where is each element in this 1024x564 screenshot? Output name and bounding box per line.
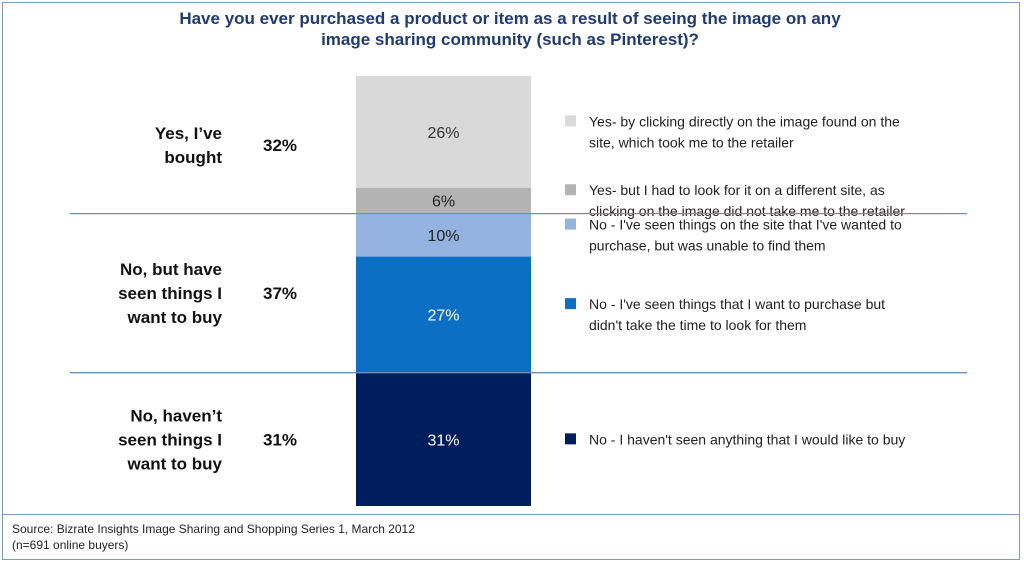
group-label-2-line-1: No, but have: [120, 260, 222, 279]
legend-entry-3-line-1: No - I've seen things on the site that I…: [589, 217, 902, 233]
data-label-4: 27%: [427, 308, 459, 325]
legend-swatch-4: [565, 298, 576, 310]
legend-entry-4-line-2: didn't take the time to look for them: [589, 317, 806, 333]
source-note: Source: Bizrate Insights Image Sharing a…: [12, 521, 415, 553]
legend-entry-2-line-2: clicking on the image did not take me to…: [589, 203, 905, 219]
group-label-3-line-2: seen things I: [118, 430, 222, 449]
group-total-2: 37%: [263, 284, 297, 303]
bar-segment-1: [356, 76, 531, 188]
data-label-1: 26%: [427, 125, 459, 142]
group-total-1: 32%: [263, 136, 297, 155]
legend-entry-2-line-1: Yes- but I had to look for it on a diffe…: [589, 182, 885, 198]
bar-segment-2: [356, 187, 531, 214]
bar-segment-4: [356, 256, 531, 373]
group-label-1: Yes, I’ve bought: [155, 124, 222, 167]
legend-swatch-5: [565, 433, 576, 445]
bar-segment-3: [356, 213, 531, 257]
sample-size-text: (n=691 online buyers): [12, 538, 129, 552]
stacked-bar-chart: 26% Yes- by clicking directly on the imag…: [70, 76, 967, 506]
legend-entry-1: Yes- by clicking directly on the image f…: [589, 113, 900, 150]
chart-title-line-2: image sharing community (such as Pintere…: [321, 30, 699, 49]
legend-swatch-3: [565, 218, 576, 230]
group-total-3: 31%: [263, 430, 297, 449]
source-text: Source: Bizrate Insights Image Sharing a…: [12, 522, 415, 536]
legend-entry-3-line-2: purchase, but was unable to find them: [589, 238, 826, 254]
group-label-2-line-3: want to buy: [127, 308, 223, 327]
bar-segment-5: [356, 372, 531, 506]
legend-swatch-2: [565, 184, 576, 196]
legend-entry-4: No - I've seen things that I want to pur…: [589, 296, 885, 333]
chart-title: Have you ever purchased a product or ite…: [120, 8, 900, 50]
legend-entry-3: No - I've seen things on the site that I…: [589, 217, 902, 254]
legend-entry-1-line-1: Yes- by clicking directly on the image f…: [589, 113, 900, 129]
legend-entry-5-line-1: No - I haven't seen anything that I woul…: [589, 431, 905, 447]
data-label-2: 6%: [432, 194, 455, 211]
group-label-1-line-1: Yes, I’ve: [155, 124, 222, 143]
legend-entry-5: No - I haven't seen anything that I woul…: [589, 431, 905, 447]
group-label-3-line-1: No, haven’t: [130, 406, 222, 425]
data-label-5: 31%: [427, 432, 459, 449]
legend-swatch-1: [565, 115, 576, 127]
legend-entry-2: Yes- but I had to look for it on a diffe…: [589, 182, 905, 219]
group-label-3-line-3: want to buy: [127, 454, 223, 473]
data-label-3: 10%: [427, 228, 459, 245]
group-label-2: No, but have seen things I want to buy: [118, 260, 222, 327]
legend-entry-1-line-2: site, which took me to the retailer: [589, 134, 794, 150]
group-label-1-line-2: bought: [164, 148, 222, 167]
group-label-2-line-2: seen things I: [118, 284, 222, 303]
legend-entry-4-line-1: No - I've seen things that I want to pur…: [589, 296, 885, 312]
group-label-3: No, haven’t seen things I want to buy: [118, 406, 222, 473]
source-footer: Source: Bizrate Insights Image Sharing a…: [2, 514, 1020, 561]
chart-title-line-1: Have you ever purchased a product or ite…: [179, 9, 841, 28]
